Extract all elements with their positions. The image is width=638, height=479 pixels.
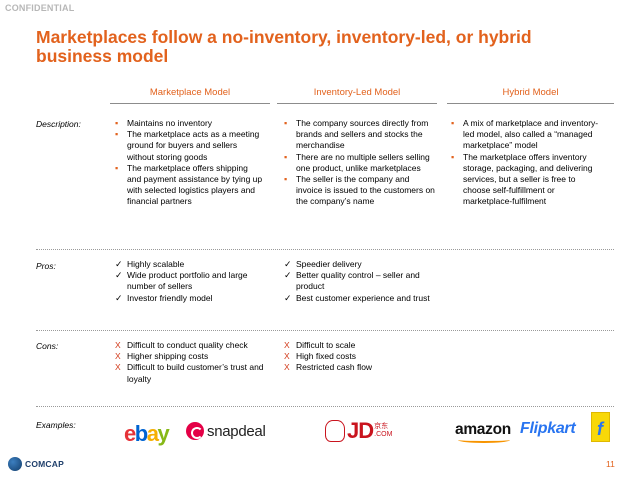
list-item: The marketplace acts as a meeting ground… [115, 129, 263, 163]
snapdeal-logo: snapdeal [186, 420, 266, 442]
snapdeal-icon [186, 422, 204, 440]
list-item: There are no multiple sellers selling on… [284, 152, 436, 174]
list-item: Maintains no inventory [115, 118, 263, 129]
description-marketplace: Maintains no inventory The marketplace a… [115, 118, 263, 208]
list-item: Speedier delivery [284, 259, 434, 270]
flipkart-bag-icon [591, 412, 610, 442]
list-item: Investor friendly model [115, 293, 265, 304]
list-item: Difficult to scale [284, 340, 434, 351]
row-label-pros: Pros: [36, 261, 56, 271]
list-item: The seller is the company and invoice is… [284, 174, 436, 208]
jd-logo: JD 京东 .COM [325, 418, 392, 444]
pros-marketplace: Highly scalable Wide product portfolio a… [115, 259, 265, 304]
page-number: 11 [606, 459, 615, 469]
row-label-description: Description: [36, 119, 81, 129]
list-item: A mix of marketplace and inventory-led m… [451, 118, 603, 152]
row-label-cons: Cons: [36, 341, 59, 351]
list-item: Higher shipping costs [115, 351, 265, 362]
list-item: The company sources directly from brands… [284, 118, 436, 152]
row-label-examples: Examples: [36, 420, 76, 430]
list-item: Better quality control – seller and prod… [284, 270, 434, 292]
column-header-hybrid: Hybrid Model [447, 86, 614, 104]
pros-inventory: Speedier delivery Better quality control… [284, 259, 434, 304]
list-item: Highly scalable [115, 259, 265, 270]
section-divider [36, 330, 614, 331]
comcap-logo: COMCAP [8, 457, 64, 471]
list-item: High fixed costs [284, 351, 434, 362]
description-hybrid: A mix of marketplace and inventory-led m… [451, 118, 603, 208]
list-item: Difficult to conduct quality check [115, 340, 265, 351]
page-title: Marketplaces follow a no-inventory, inve… [36, 27, 532, 66]
cons-inventory: Difficult to scale High fixed costs Rest… [284, 340, 434, 374]
section-divider [36, 406, 614, 407]
globe-icon [8, 457, 22, 471]
list-item: The marketplace offers inventory storage… [451, 152, 603, 208]
list-item: Restricted cash flow [284, 362, 434, 373]
amazon-logo: amazon [455, 421, 511, 438]
column-header-inventory: Inventory-Led Model [277, 86, 437, 104]
list-item: Best customer experience and trust [284, 293, 434, 304]
jd-dog-icon [325, 420, 345, 442]
flipkart-logo: Flipkart [520, 420, 576, 437]
column-header-marketplace: Marketplace Model [110, 86, 270, 104]
list-item: Difficult to build customer’s trust and … [115, 362, 265, 384]
amazon-smile-icon [458, 437, 510, 443]
ebay-logo: ebay [124, 421, 170, 446]
confidential-label: CONFIDENTIAL [5, 3, 75, 13]
cons-marketplace: Difficult to conduct quality check Highe… [115, 340, 265, 385]
description-inventory: The company sources directly from brands… [284, 118, 436, 208]
section-divider [36, 249, 614, 250]
list-item: The marketplace offers shipping and paym… [115, 163, 263, 208]
list-item: Wide product portfolio and large number … [115, 270, 265, 292]
